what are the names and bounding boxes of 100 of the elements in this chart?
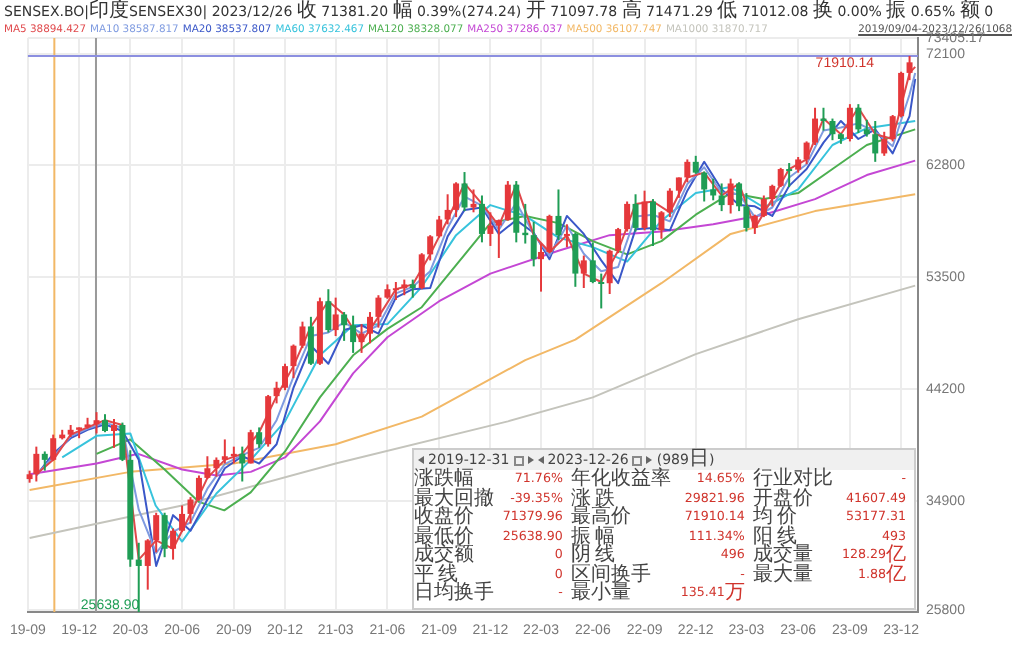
candlestick bbox=[684, 158, 691, 184]
candlestick bbox=[580, 254, 587, 290]
candlestick bbox=[546, 213, 553, 255]
candlestick bbox=[563, 223, 570, 249]
candlestick bbox=[358, 323, 365, 354]
candlestick bbox=[658, 210, 665, 240]
candlestick bbox=[299, 320, 306, 350]
candlestick bbox=[889, 113, 896, 143]
annotation: 涨 跌 bbox=[570, 487, 615, 509]
candlestick bbox=[350, 314, 357, 354]
candlestick bbox=[101, 413, 108, 434]
candlestick bbox=[307, 315, 314, 366]
candlestick bbox=[530, 220, 537, 268]
candlestick bbox=[325, 288, 332, 334]
candlestick bbox=[650, 198, 656, 247]
candlestick bbox=[427, 234, 434, 262]
candlestick bbox=[187, 496, 194, 525]
candlestick bbox=[751, 213, 758, 235]
candlestick bbox=[135, 541, 142, 613]
candlestick bbox=[615, 226, 622, 255]
candlestick bbox=[760, 194, 767, 219]
annotation: 阴 线 bbox=[570, 544, 615, 566]
candlestick bbox=[555, 188, 562, 241]
candlestick bbox=[812, 106, 819, 147]
candlestick bbox=[418, 252, 425, 291]
candlestick bbox=[589, 241, 596, 285]
candlestick bbox=[598, 272, 605, 310]
candlestick bbox=[366, 311, 373, 345]
candlestick bbox=[161, 511, 168, 559]
candlestick bbox=[701, 170, 708, 203]
candlestick bbox=[282, 362, 289, 392]
annotation: 最高价 bbox=[570, 506, 631, 528]
candlestick bbox=[119, 421, 126, 463]
candlestick bbox=[504, 180, 511, 222]
candlestick bbox=[641, 189, 648, 232]
annotation: 平 线 bbox=[414, 563, 459, 585]
candlestick bbox=[461, 171, 468, 213]
annotation: 振 幅 bbox=[570, 525, 615, 547]
annotation: 阳 线 bbox=[752, 525, 797, 547]
candlestick bbox=[606, 248, 613, 296]
annotation: 成交额 bbox=[414, 544, 474, 566]
candlestick bbox=[898, 70, 905, 119]
annotation: 日均换手 bbox=[414, 582, 494, 604]
candlestick bbox=[195, 474, 202, 502]
candlestick bbox=[777, 166, 784, 189]
candlestick bbox=[906, 54, 913, 82]
candlestick bbox=[273, 380, 280, 405]
candlestick bbox=[786, 162, 793, 189]
candlestick bbox=[239, 445, 246, 483]
candlestick bbox=[409, 278, 416, 299]
candlestick bbox=[221, 438, 228, 465]
candlestick bbox=[453, 181, 460, 219]
candlestick bbox=[50, 433, 57, 463]
candlestick bbox=[538, 242, 545, 293]
annotation: 最大回撤 bbox=[414, 487, 494, 509]
annotation: 收盘价 bbox=[414, 506, 474, 528]
candlestick bbox=[632, 193, 639, 233]
candlestick bbox=[487, 211, 494, 247]
candlestick bbox=[881, 130, 888, 157]
candlestick bbox=[666, 187, 673, 219]
annotation: 最大量 bbox=[752, 563, 813, 585]
candlestick bbox=[444, 193, 451, 226]
candlestick bbox=[213, 456, 220, 478]
candlestick bbox=[470, 188, 477, 214]
annotation: 开盘价 bbox=[752, 487, 813, 509]
candlestick bbox=[204, 455, 211, 481]
candlestick bbox=[829, 117, 836, 142]
annotation: 均 价 bbox=[752, 506, 797, 528]
candlestick bbox=[572, 231, 579, 288]
candlestick bbox=[170, 527, 177, 561]
candlestick bbox=[727, 177, 734, 215]
candlestick bbox=[144, 538, 151, 591]
candlestick bbox=[392, 281, 399, 302]
candlestick bbox=[846, 103, 853, 143]
candlestick bbox=[153, 511, 160, 554]
candlestick bbox=[855, 103, 862, 134]
candlestick bbox=[179, 504, 186, 533]
candlestick bbox=[872, 119, 879, 163]
candlestick bbox=[495, 218, 502, 259]
annotation: 最小量 bbox=[570, 582, 631, 604]
candlestick bbox=[436, 214, 443, 239]
annotation: 行业对比 bbox=[752, 468, 833, 490]
candlestick bbox=[478, 194, 485, 244]
candlestick bbox=[33, 445, 40, 483]
annotation: 年化收益率 bbox=[570, 468, 671, 490]
candlestick bbox=[710, 177, 717, 202]
candlestick bbox=[290, 343, 297, 380]
candlestick bbox=[692, 154, 699, 175]
candlestick bbox=[341, 311, 348, 342]
candlestick bbox=[624, 200, 631, 233]
candlestick bbox=[110, 418, 117, 449]
annotation: 区间换手 bbox=[570, 563, 651, 585]
candlestick bbox=[675, 176, 682, 199]
candlestick bbox=[93, 411, 100, 435]
candlestick bbox=[332, 296, 339, 338]
annotation: 成交量 bbox=[752, 544, 813, 566]
candlestick bbox=[803, 140, 810, 166]
candlestick bbox=[256, 426, 263, 449]
candlestick bbox=[718, 182, 725, 213]
candlestick bbox=[247, 428, 254, 465]
